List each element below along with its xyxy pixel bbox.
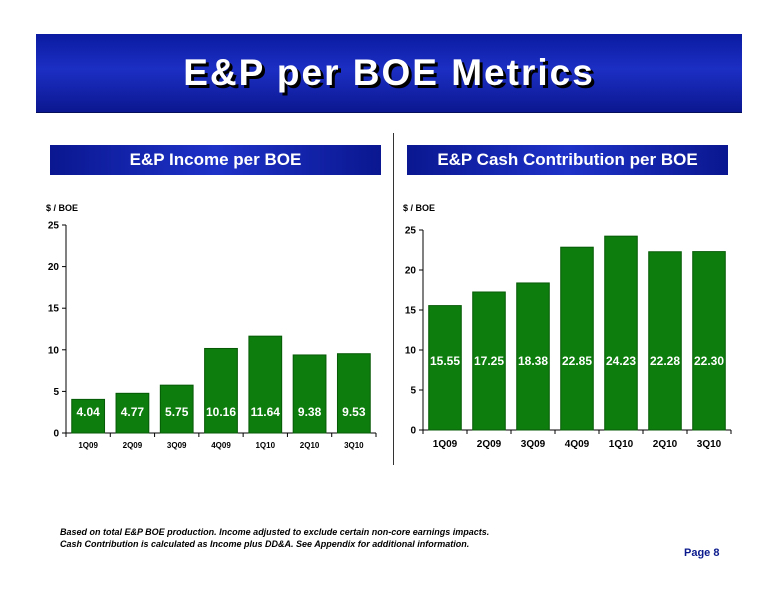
cash-category-label: 3Q09 [521, 439, 546, 450]
cash-data-label: 17.25 [474, 354, 504, 368]
income-category-label: 3Q09 [167, 441, 187, 450]
cash-y-tick-label: 5 [410, 386, 416, 397]
footnote-cash-contribution: Cash Contribution is calculated as Incom… [60, 539, 470, 549]
income-data-label: 4.04 [76, 405, 100, 419]
cash-y-axis-label: $ / BOE [403, 203, 436, 213]
page-number: Page 8 [684, 547, 720, 559]
slide-title: E&P per BOE Metrics [183, 52, 595, 93]
income-chart-title: E&P Income per BOE [50, 145, 381, 175]
income-bar [204, 347, 238, 434]
income-y-tick-label: 15 [48, 304, 60, 315]
income-data-label: 10.16 [206, 405, 236, 419]
income-data-label: 11.64 [251, 405, 281, 419]
cash-y-tick-label: 10 [405, 346, 417, 357]
cash-y-tick-label: 0 [410, 426, 416, 437]
cash-category-label: 1Q10 [609, 439, 634, 450]
income-category-label: 4Q09 [211, 441, 231, 450]
cash-data-label: 15.55 [430, 354, 460, 368]
cash-chart-title: E&P Cash Contribution per BOE [407, 145, 728, 175]
income-bar [292, 354, 327, 434]
income-data-label: 4.77 [121, 405, 145, 419]
cash-data-label: 22.28 [650, 354, 680, 368]
income-y-axis-label: $ / BOE [46, 203, 79, 213]
income-category-label: 2Q10 [300, 441, 320, 450]
cash-data-label: 22.30 [694, 354, 724, 368]
cash-bar [648, 251, 682, 431]
income-bar [248, 335, 283, 434]
cash-category-label: 4Q09 [565, 439, 590, 450]
income-y-tick-label: 0 [53, 429, 59, 440]
cash-y-tick-label: 15 [405, 306, 417, 317]
cash-bar [692, 251, 726, 431]
cash-bar [472, 291, 506, 431]
title-banner: E&P per BOE Metrics [36, 34, 742, 113]
cash-bar [516, 282, 550, 431]
cash-y-tick-label: 20 [405, 266, 417, 277]
income-data-label: 5.75 [165, 405, 189, 419]
income-y-tick-label: 10 [48, 345, 60, 356]
income-data-label: 9.38 [298, 405, 322, 419]
income-bar [115, 392, 150, 434]
income-y-tick-label: 25 [48, 221, 60, 232]
income-data-label: 9.53 [342, 405, 366, 419]
income-category-label: 3Q10 [344, 441, 364, 450]
panel-divider [393, 133, 394, 465]
income-category-label: 1Q10 [255, 441, 275, 450]
income-bar [336, 353, 371, 434]
cash-category-label: 1Q09 [433, 439, 458, 450]
cash-category-label: 3Q10 [697, 439, 722, 450]
cash-category-label: 2Q10 [653, 439, 678, 450]
income-y-tick-label: 20 [48, 262, 60, 273]
income-bar [159, 384, 194, 434]
cash-y-tick-label: 25 [405, 226, 417, 237]
cash-bar [560, 246, 594, 431]
income-category-label: 2Q09 [123, 441, 143, 450]
cash-bar [428, 305, 462, 431]
cash-data-label: 18.38 [518, 354, 548, 368]
footnote-production: Based on total E&P BOE production. Incom… [60, 527, 490, 537]
cash-data-label: 24.23 [606, 354, 636, 368]
income-y-tick-label: 5 [53, 387, 59, 398]
cash-category-label: 2Q09 [477, 439, 502, 450]
cash-data-label: 22.85 [562, 354, 592, 368]
income-bar [71, 398, 106, 434]
income-category-label: 1Q09 [78, 441, 98, 450]
cash-bar [604, 235, 638, 431]
